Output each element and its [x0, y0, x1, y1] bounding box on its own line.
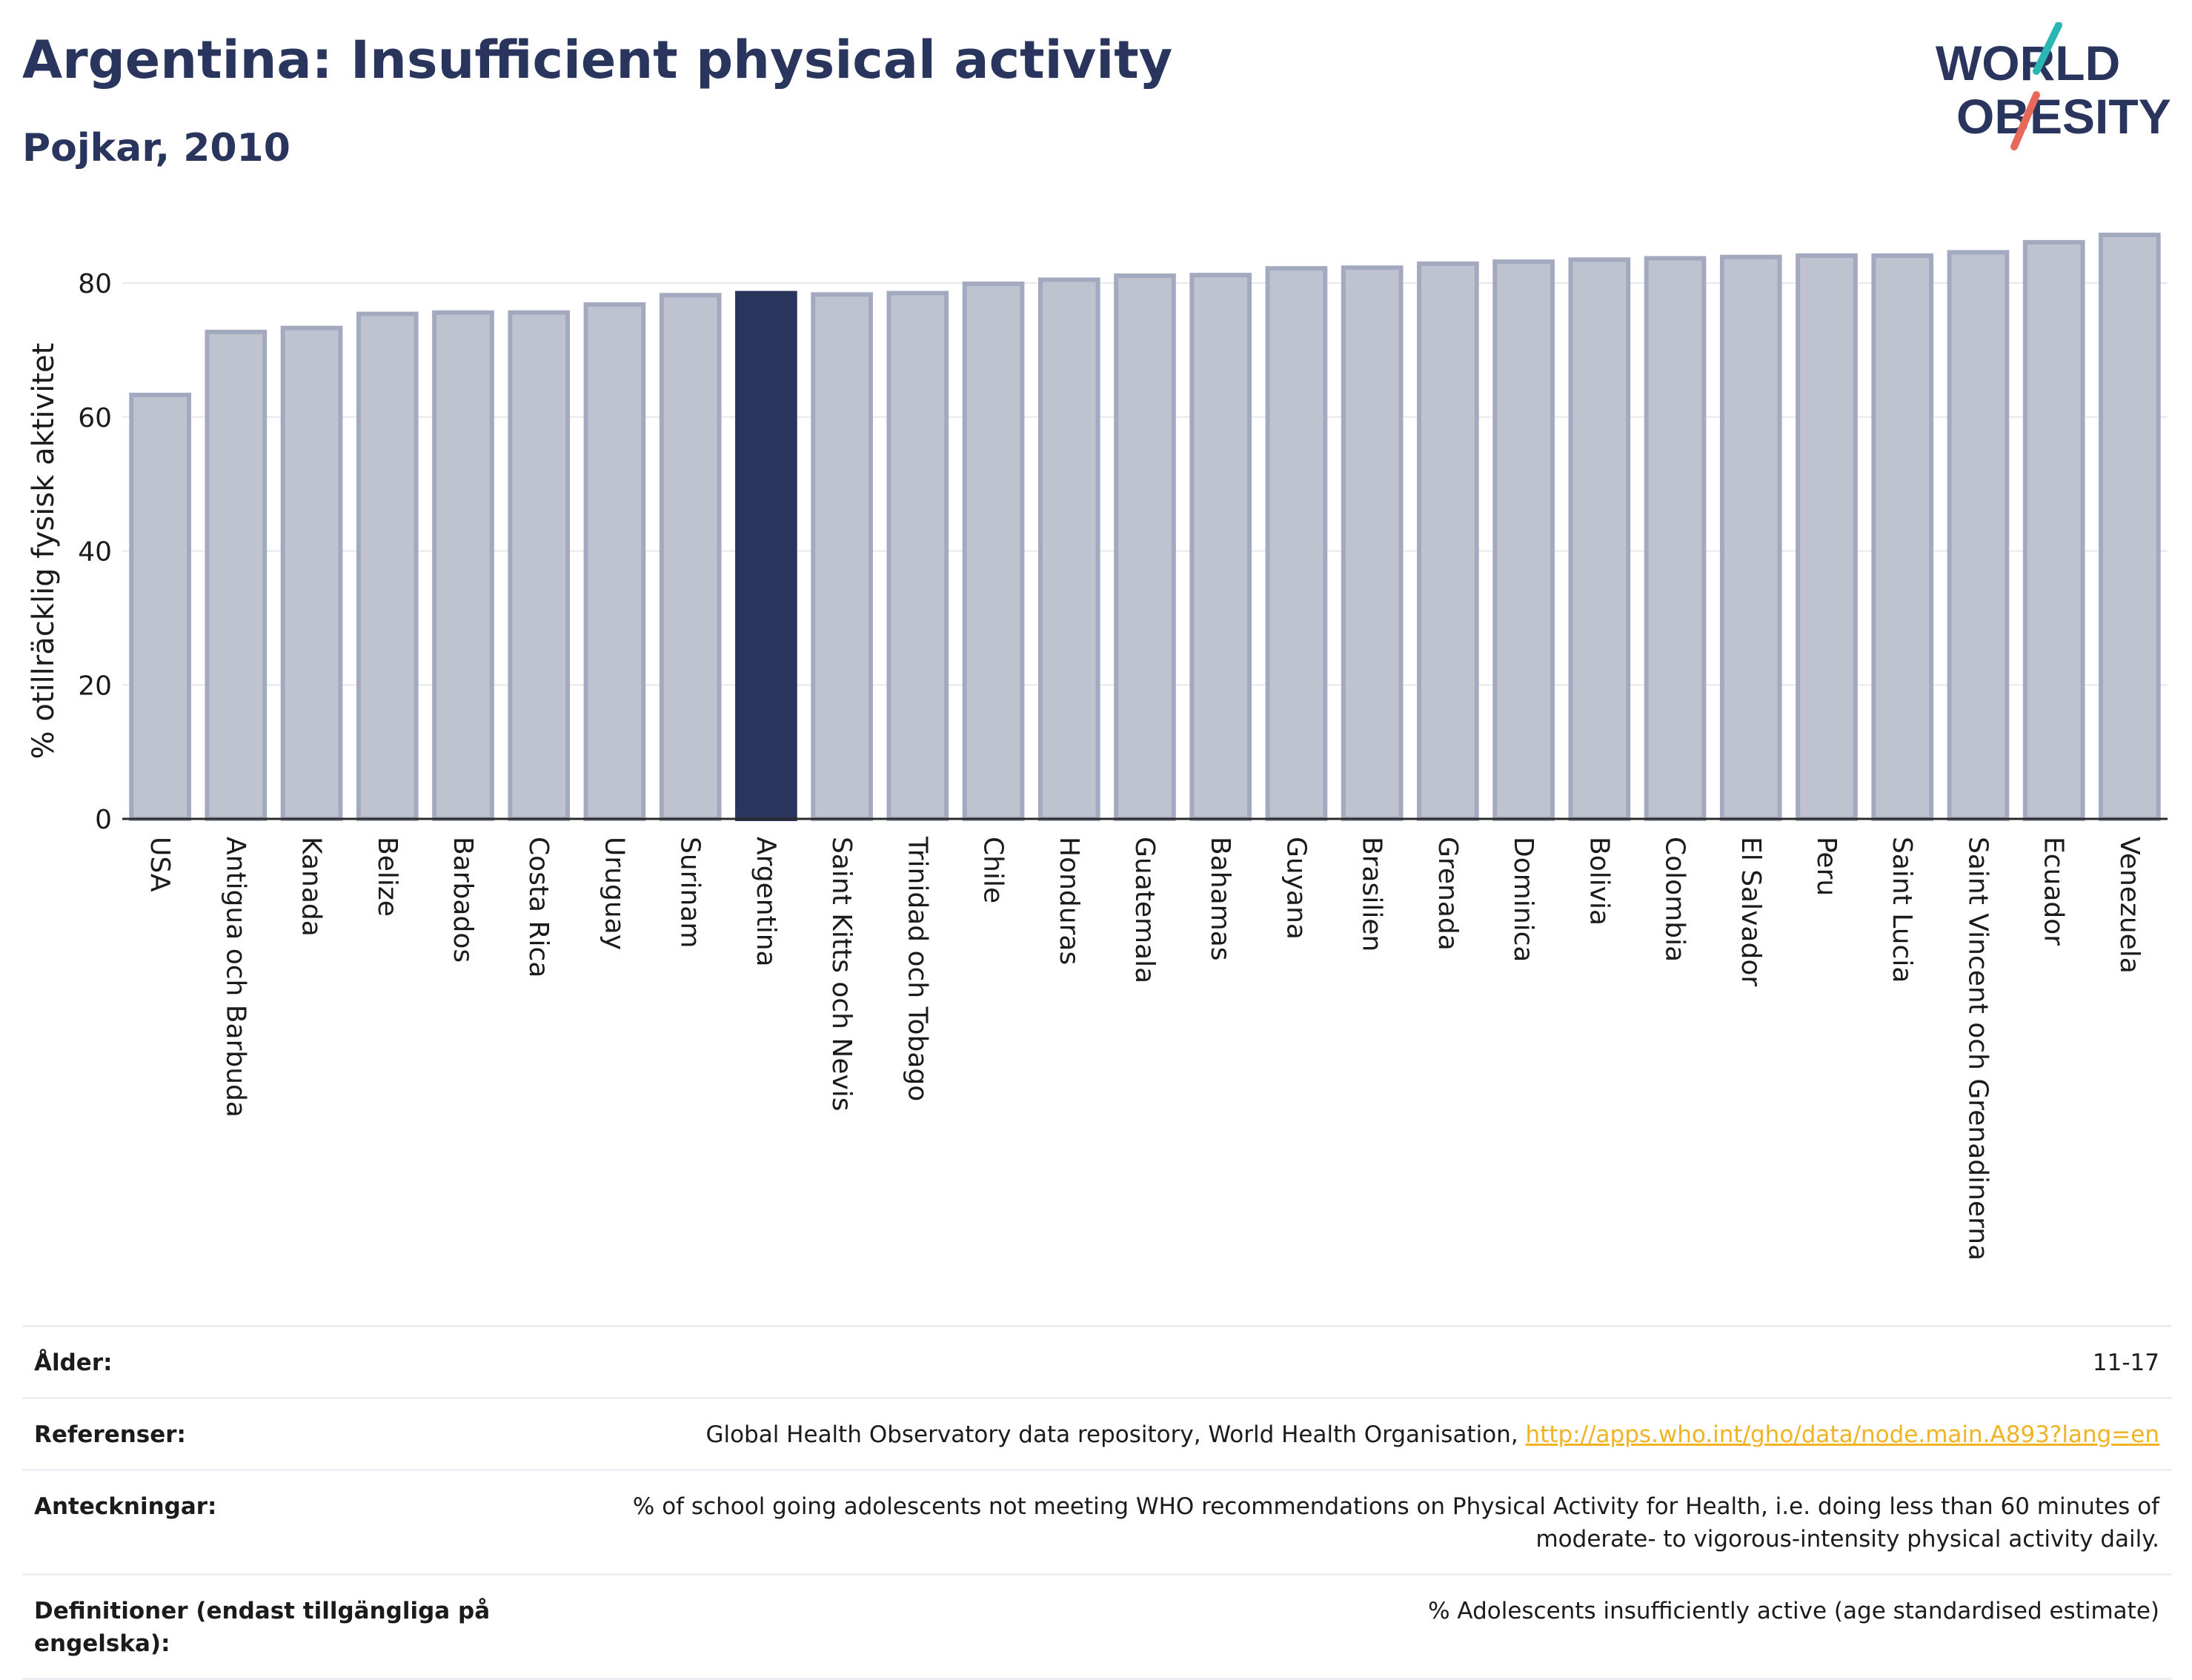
x-tick-label: Saint Kitts och Nevis: [826, 837, 857, 1112]
x-tick-label: Guyana: [1281, 837, 1311, 940]
notes-label: Ålder:: [34, 1347, 494, 1379]
bar: [1344, 268, 1401, 819]
bar: [2025, 242, 2083, 819]
bar: [965, 284, 1023, 819]
x-tick-label: Trinidad och Tobago: [902, 836, 932, 1101]
bar-chart: 0 20 40 60 80 USA Antigua och Barbuda Kanada Be…: [0, 0, 2192, 1319]
x-tick-label: Bolivia: [1584, 837, 1614, 926]
bar: [1873, 256, 1931, 819]
bar: [1950, 252, 2007, 819]
bar: [1419, 264, 1477, 819]
x-tick-label: Kanada: [296, 837, 327, 937]
bar: [1116, 276, 1174, 819]
x-tick-label: Antigua och Barbuda: [220, 837, 250, 1118]
bar: [586, 305, 644, 819]
x-tick-label: Guatemala: [1129, 837, 1160, 983]
notes-value: 11-17: [2093, 1347, 2159, 1379]
notes-row-age: Ålder: 11-17: [22, 1325, 2171, 1397]
bar: [1570, 259, 1628, 819]
x-tick-label: Argentina: [751, 837, 781, 967]
x-tick-label: Saint Vincent och Grenadinerna: [1962, 837, 1993, 1261]
y-tick-label: 40: [78, 537, 112, 568]
x-tick-label: Saint Lucia: [1887, 837, 1917, 983]
y-tick-label: 20: [78, 671, 112, 701]
bar: [434, 313, 492, 819]
notes-table: Ålder: 11-17 Referenser: Global Health O…: [22, 1325, 2171, 1680]
notes-value: Global Health Observatory data repositor…: [705, 1421, 1525, 1448]
x-tick-label: Peru: [1811, 837, 1841, 896]
x-tick-label: Venezuela: [2114, 837, 2145, 974]
y-axis-label: % otillräcklig fysisk aktivitet: [27, 343, 61, 760]
notes-value: % Adolescents insufficiently active (age…: [1428, 1595, 2159, 1627]
y-tick-labels: 0 20 40 60 80: [78, 269, 112, 835]
bar: [1040, 279, 1098, 819]
x-tick-label: USA: [145, 837, 175, 892]
bar: [1647, 259, 1704, 819]
bar: [131, 395, 189, 819]
bar: [1722, 257, 1780, 819]
bar-highlighted: [737, 293, 795, 819]
reference-link[interactable]: http://apps.who.int/gho/data/node.main.A…: [1526, 1421, 2159, 1448]
bar: [359, 314, 416, 819]
x-tick-label: Costa Rica: [523, 837, 554, 977]
bar: [1192, 275, 1249, 819]
bars: [131, 235, 2158, 819]
x-tick-label: Barbados: [448, 837, 478, 963]
y-tick-label: 0: [95, 805, 112, 835]
y-tick-label: 80: [78, 269, 112, 299]
bar: [1268, 268, 1326, 819]
x-tick-label: Brasilien: [1357, 837, 1387, 952]
x-tick-label: Chile: [978, 837, 1009, 903]
x-tick-label: Dominica: [1508, 837, 1538, 963]
notes-row-references: Referenser: Global Health Observatory da…: [22, 1397, 2171, 1469]
bar: [662, 295, 720, 819]
notes-row-comments: Anteckningar: % of school going adolesce…: [22, 1469, 2171, 1573]
bar: [889, 293, 946, 819]
y-tick-label: 60: [78, 403, 112, 434]
bar: [813, 294, 871, 819]
notes-label: Definitioner (endast tillgängliga på eng…: [34, 1595, 494, 1660]
x-tick-label: Uruguay: [599, 837, 629, 950]
notes-row-definitions: Definitioner (endast tillgängliga på eng…: [22, 1573, 2171, 1680]
x-tick-labels: USA Antigua och Barbuda Kanada Belize Barbad…: [145, 836, 2145, 1261]
x-tick-label: Grenada: [1432, 837, 1463, 951]
bar: [1798, 256, 1856, 819]
notes-label: Anteckningar:: [34, 1490, 494, 1523]
bar: [207, 332, 265, 819]
x-tick-label: Colombia: [1660, 837, 1690, 962]
x-tick-label: Bahamas: [1205, 837, 1235, 961]
bar: [510, 313, 568, 819]
x-tick-label: Honduras: [1054, 837, 1084, 965]
x-tick-label: El Salvador: [1736, 837, 1766, 986]
notes-value: % of school going adolescents not meetin…: [529, 1490, 2159, 1556]
bar: [1495, 262, 1552, 819]
x-tick-label: Ecuador: [2039, 837, 2069, 946]
bar: [2101, 235, 2159, 819]
notes-label: Referenser:: [34, 1418, 494, 1451]
x-tick-label: Belize: [372, 837, 402, 917]
bar: [283, 328, 341, 819]
x-tick-label: Surinam: [675, 837, 705, 948]
notes-value-container: Global Health Observatory data repositor…: [705, 1418, 2159, 1451]
